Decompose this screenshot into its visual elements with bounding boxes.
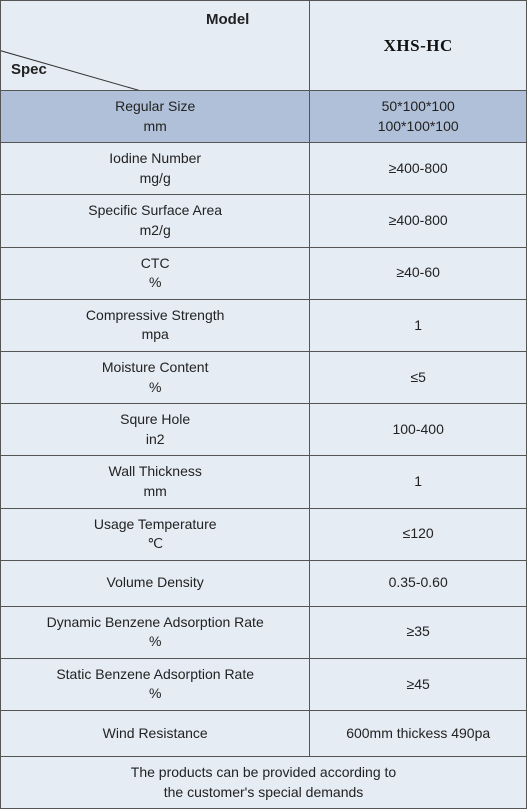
spec-cell: Compressive Strength mpa bbox=[1, 299, 310, 351]
value-cell: 100-400 bbox=[310, 404, 527, 456]
header-model-label: Model bbox=[206, 11, 249, 28]
table-header-row: Model Spec XHS-HC bbox=[1, 1, 527, 91]
table-row: Regular Size mm 50*100*100 100*100*100 bbox=[1, 91, 527, 143]
value-line1: 0.35-0.60 bbox=[389, 574, 448, 590]
spec-unit: % bbox=[149, 633, 161, 649]
spec-name: Squre Hole bbox=[120, 411, 190, 427]
value-line1: ≥35 bbox=[407, 623, 430, 639]
value-line1: 1 bbox=[414, 473, 422, 489]
value-line1: 1 bbox=[414, 317, 422, 333]
spec-cell: Moisture Content% bbox=[1, 351, 310, 403]
header-spec-model-cell: Model Spec bbox=[1, 1, 310, 91]
value-cell: ≥400-800 bbox=[310, 195, 527, 247]
spec-cell: Regular Size mm bbox=[1, 91, 310, 143]
spec-table: Model Spec XHS-HC Regular Size mm 50*100*1… bbox=[0, 0, 527, 809]
value-cell: 1 bbox=[310, 456, 527, 508]
spec-cell: Iodine Number mg/g bbox=[1, 143, 310, 195]
spec-unit: % bbox=[149, 274, 161, 290]
spec-name: Iodine Number bbox=[109, 150, 201, 166]
table-row: Specific Surface Area m2/g ≥400-800 bbox=[1, 195, 527, 247]
value-line1: ≥400-800 bbox=[389, 212, 448, 228]
spec-unit: % bbox=[149, 379, 161, 395]
spec-unit: ℃ bbox=[147, 535, 163, 551]
spec-cell: Wind Resistance bbox=[1, 711, 310, 757]
spec-name: CTC bbox=[141, 255, 170, 271]
table-row: Iodine Number mg/g ≥400-800 bbox=[1, 143, 527, 195]
value-line1: ≤120 bbox=[403, 525, 434, 541]
value-line1: 600mm thickess 490pa bbox=[346, 725, 490, 741]
value-cell: ≤120 bbox=[310, 508, 527, 560]
spec-unit: mm bbox=[144, 483, 167, 499]
diagonal-divider bbox=[1, 46, 310, 90]
value-cell: 50*100*100 100*100*100 bbox=[310, 91, 527, 143]
spec-name: Compressive Strength bbox=[86, 307, 225, 323]
table-row: Wall Thickness mm 1 bbox=[1, 456, 527, 508]
value-line2: 100*100*100 bbox=[378, 118, 459, 134]
footer-cell: The products can be provided according t… bbox=[1, 757, 527, 809]
spec-cell: Dynamic Benzene Adsorption Rate% bbox=[1, 606, 310, 658]
value-line1: ≤5 bbox=[410, 369, 425, 385]
spec-name: Static Benzene Adsorption Rate bbox=[56, 666, 254, 682]
spec-cell: Usage Temperature ℃ bbox=[1, 508, 310, 560]
spec-unit: % bbox=[149, 685, 161, 701]
value-line1: ≥40-60 bbox=[396, 264, 440, 280]
spec-cell: Specific Surface Area m2/g bbox=[1, 195, 310, 247]
spec-cell: Volume Density bbox=[1, 560, 310, 606]
spec-unit: mm bbox=[144, 118, 167, 134]
value-cell: ≥40-60 bbox=[310, 247, 527, 299]
spec-cell: Squre Hole in2 bbox=[1, 404, 310, 456]
value-line1: 100-400 bbox=[392, 421, 443, 437]
spec-unit: mg/g bbox=[140, 170, 171, 186]
spec-cell: Wall Thickness mm bbox=[1, 456, 310, 508]
value-cell: 1 bbox=[310, 299, 527, 351]
value-line1: 50*100*100 bbox=[382, 98, 455, 114]
spec-name: Dynamic Benzene Adsorption Rate bbox=[47, 614, 264, 630]
spec-unit: mpa bbox=[142, 326, 169, 342]
table-row: Wind Resistance 600mm thickess 490pa bbox=[1, 711, 527, 757]
spec-name: Volume Density bbox=[107, 574, 204, 590]
spec-name: Regular Size bbox=[115, 98, 195, 114]
footer-line1: The products can be provided according t… bbox=[131, 764, 396, 780]
spec-name: Wall Thickness bbox=[109, 463, 202, 479]
footer-line2: the customer's special demands bbox=[164, 784, 364, 800]
table-row: CTC% ≥40-60 bbox=[1, 247, 527, 299]
spec-name: Specific Surface Area bbox=[88, 202, 222, 218]
value-cell: 600mm thickess 490pa bbox=[310, 711, 527, 757]
value-cell: ≤5 bbox=[310, 351, 527, 403]
header-model-value: XHS-HC bbox=[310, 1, 527, 91]
spec-unit: m2/g bbox=[140, 222, 171, 238]
table-row: Dynamic Benzene Adsorption Rate% ≥35 bbox=[1, 606, 527, 658]
value-cell: ≥400-800 bbox=[310, 143, 527, 195]
table-row: Squre Hole in2 100-400 bbox=[1, 404, 527, 456]
value-line1: ≥400-800 bbox=[389, 160, 448, 176]
table-footer-row: The products can be provided according t… bbox=[1, 757, 527, 809]
spec-name: Usage Temperature bbox=[94, 516, 217, 532]
spec-name: Wind Resistance bbox=[103, 725, 208, 741]
header-spec-label: Spec bbox=[11, 61, 47, 78]
table-row: Usage Temperature ℃ ≤120 bbox=[1, 508, 527, 560]
spec-unit: in2 bbox=[146, 431, 165, 447]
value-line1: ≥45 bbox=[407, 676, 430, 692]
value-cell: ≥35 bbox=[310, 606, 527, 658]
table-row: Compressive Strength mpa 1 bbox=[1, 299, 527, 351]
spec-name: Moisture Content bbox=[102, 359, 209, 375]
value-cell: 0.35-0.60 bbox=[310, 560, 527, 606]
table-row: Volume Density 0.35-0.60 bbox=[1, 560, 527, 606]
spec-cell: CTC% bbox=[1, 247, 310, 299]
table-row: Moisture Content% ≤5 bbox=[1, 351, 527, 403]
